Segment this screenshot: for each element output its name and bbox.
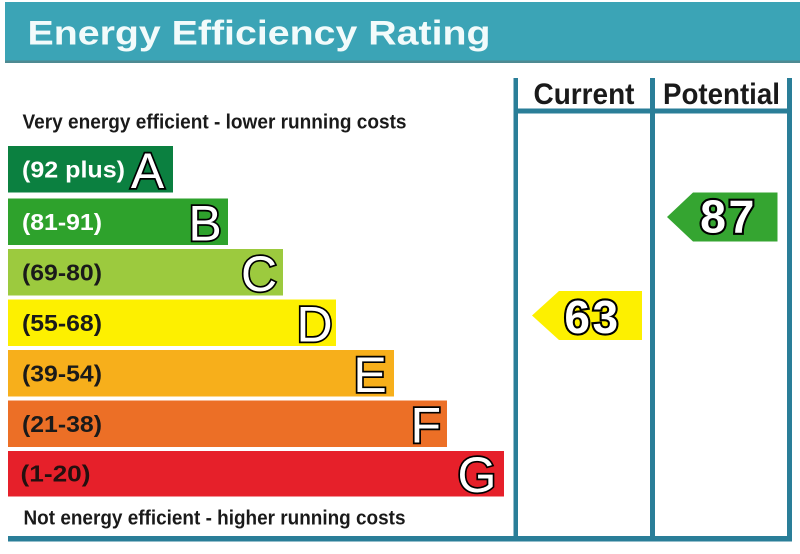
svg-text:(55-68): (55-68) <box>22 310 102 336</box>
svg-text:F: F <box>411 398 442 454</box>
svg-text:E: E <box>353 347 386 403</box>
svg-text:Not energy efficient - higher: Not energy efficient - higher running co… <box>24 508 406 530</box>
svg-text:D: D <box>296 297 332 353</box>
svg-text:C: C <box>241 246 277 302</box>
svg-text:G: G <box>458 447 497 503</box>
svg-text:A: A <box>131 143 165 199</box>
svg-text:Current: Current <box>534 78 635 111</box>
svg-text:B: B <box>188 196 221 252</box>
svg-text:(1-20): (1-20) <box>21 461 91 487</box>
svg-text:63: 63 <box>564 291 620 343</box>
svg-text:87: 87 <box>700 191 757 243</box>
svg-text:Very energy efficient - lower: Very energy efficient - lower running co… <box>23 112 407 134</box>
svg-text:(69-80): (69-80) <box>22 260 102 286</box>
svg-text:(21-38): (21-38) <box>22 411 102 437</box>
svg-text:(92 plus): (92 plus) <box>22 157 125 183</box>
svg-text:(39-54): (39-54) <box>22 361 102 387</box>
svg-text:Potential: Potential <box>663 78 780 111</box>
svg-text:(81-91): (81-91) <box>22 209 102 235</box>
svg-text:Energy Efficiency Rating: Energy Efficiency Rating <box>28 15 491 53</box>
